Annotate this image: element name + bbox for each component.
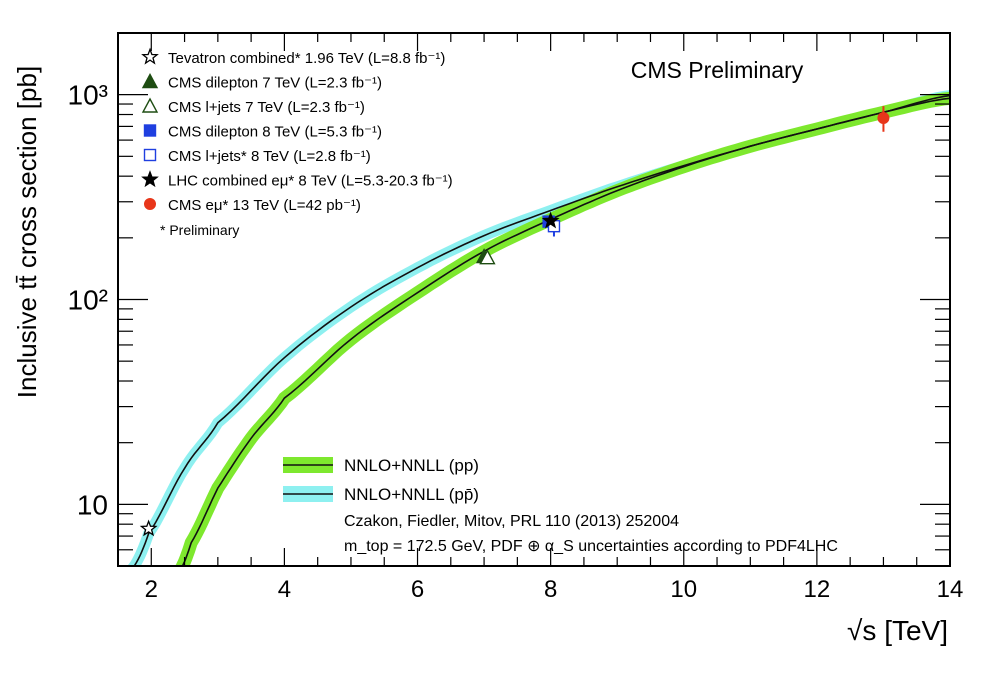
y-tick-label: 10³ bbox=[68, 80, 108, 111]
legend-label-5: LHC combined eμ* 8 TeV (L=5.3-20.3 fb⁻¹) bbox=[168, 173, 453, 190]
measurement-points bbox=[139, 106, 890, 537]
legend-marker-4 bbox=[143, 148, 157, 162]
legend-series-label-1: NNLO+NNLL (pp̄) bbox=[344, 485, 479, 504]
legend-marker-3 bbox=[143, 124, 157, 137]
x-tick-label: 6 bbox=[411, 576, 424, 603]
legend-series-label-0: NNLO+NNLL (pp) bbox=[344, 456, 479, 475]
mtop-note: m_top = 172.5 GeV, PDF ⊕ α_S uncertainti… bbox=[344, 538, 838, 555]
measurement-legend: Tevatron combined* 1.96 TeV (L=8.8 fb⁻¹)… bbox=[141, 47, 453, 214]
legend-label-3: CMS dilepton 8 TeV (L=5.3 fb⁻¹) bbox=[168, 124, 382, 141]
x-tick-label: 10 bbox=[670, 576, 697, 603]
curve-pp bbox=[181, 97, 950, 566]
x-axis-ticks: 2 4 6 8 10 12 14 bbox=[117, 33, 964, 603]
data-point-5 bbox=[541, 211, 560, 229]
curve-ppbar bbox=[133, 94, 950, 566]
theory-legend: NNLO+NNLL (pp) NNLO+NNLL (pp̄) bbox=[283, 456, 479, 504]
x-tick-label: 14 bbox=[937, 576, 964, 603]
legend-label-4: CMS l+jets* 8 TeV (L=2.8 fb⁻¹) bbox=[168, 148, 371, 165]
x-tick-label: 8 bbox=[544, 576, 557, 603]
y-tick-label: 10² bbox=[68, 285, 108, 316]
legend-marker-2 bbox=[141, 97, 159, 113]
band-pp bbox=[175, 91, 950, 566]
preliminary-note: * Preliminary bbox=[160, 222, 239, 238]
data-point-0 bbox=[139, 519, 158, 537]
x-tick-label: 4 bbox=[278, 576, 291, 603]
legend-label-1: CMS dilepton 7 TeV (L=2.3 fb⁻¹) bbox=[168, 75, 382, 92]
legend-marker-0 bbox=[141, 47, 159, 65]
legend-marker-1 bbox=[141, 73, 159, 89]
legend-marker-6 bbox=[144, 198, 156, 210]
chart-title: CMS Preliminary bbox=[631, 57, 804, 83]
x-tick-label: 12 bbox=[804, 576, 831, 603]
y-axis-ticks: 10 10² 10³ bbox=[68, 32, 950, 567]
legend-label-6: CMS eμ* 13 TeV (L=42 pb⁻¹) bbox=[168, 197, 361, 214]
data-point-2 bbox=[479, 249, 496, 265]
legend-label-0: Tevatron combined* 1.96 TeV (L=8.8 fb⁻¹) bbox=[168, 50, 445, 67]
reference-note: Czakon, Fiedler, Mitov, PRL 110 (2013) 2… bbox=[344, 513, 679, 530]
x-tick-label: 2 bbox=[145, 576, 158, 603]
theory-bands bbox=[127, 90, 950, 566]
legend-marker-5 bbox=[141, 170, 159, 188]
data-point-6 bbox=[877, 112, 890, 125]
y-axis-label: Inclusive tt̄ cross section [pb] bbox=[12, 66, 42, 398]
legend-label-2: CMS l+jets 7 TeV (L=2.3 fb⁻¹) bbox=[168, 99, 365, 116]
x-axis-label: √s [TeV] bbox=[847, 615, 948, 646]
band-ppbar bbox=[127, 90, 950, 566]
theory-curves bbox=[133, 94, 950, 566]
y-tick-label: 10 bbox=[77, 489, 108, 520]
